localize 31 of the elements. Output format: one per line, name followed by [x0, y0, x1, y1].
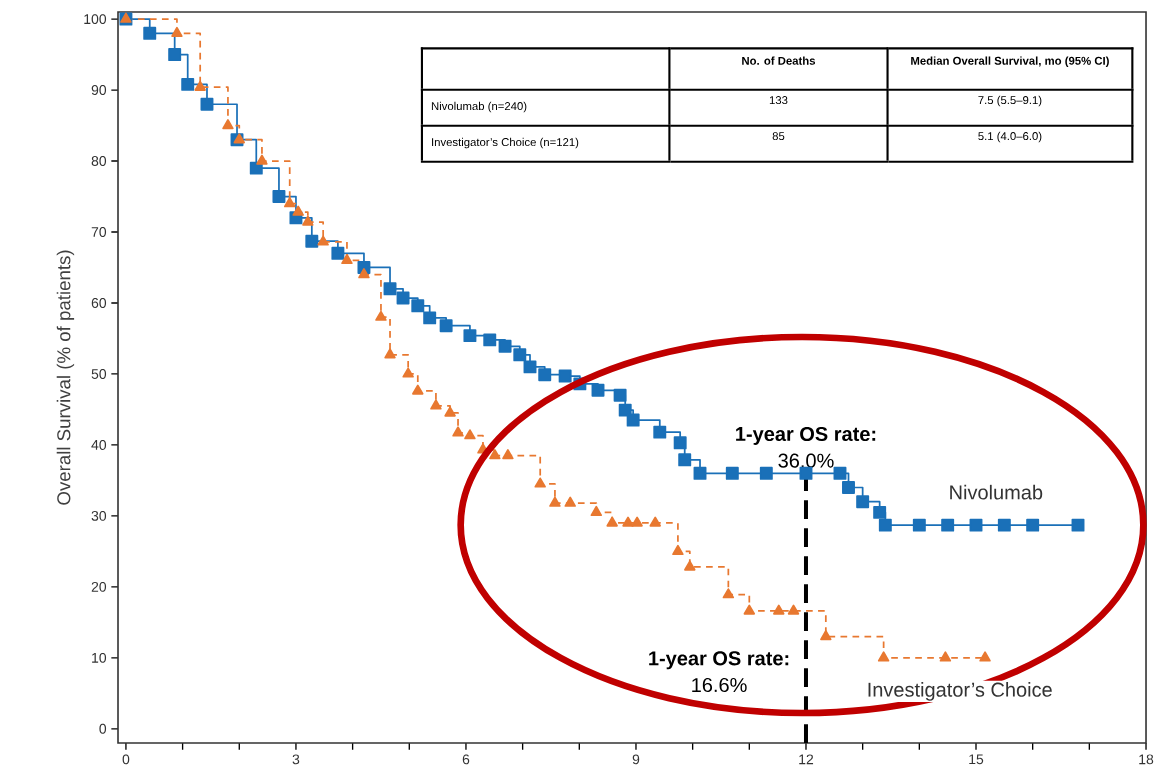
- annotation: 7.5 (5.5–9.1): [978, 95, 1042, 107]
- x-tick-label: 6: [462, 754, 470, 765]
- annotation: 1-year OS rate: 36.0%: [736, 426, 876, 468]
- annotation: Median Overall Survival, mo (95% CI): [911, 56, 1109, 68]
- y-tick-label: 30: [91, 510, 107, 521]
- x-tick-label: 15: [969, 754, 984, 765]
- y-tick-label: 10: [92, 652, 107, 663]
- annotation: 85: [772, 132, 785, 141]
- y-tick-label: 50: [91, 369, 107, 379]
- x-tick-label: 3: [292, 754, 300, 765]
- y-tick-label: 70: [91, 227, 107, 237]
- y-tick-label: 80: [91, 156, 107, 166]
- annotation: 1-year OS rate: 16.6%: [649, 651, 789, 693]
- y-tick-label: 0: [99, 723, 107, 734]
- annotation: Investigator’s Choice (n=121): [432, 137, 579, 149]
- y-tick-label: 60: [91, 298, 107, 308]
- x-tick-label: 0: [122, 754, 130, 765]
- annotation: No. of Deaths: [742, 56, 816, 65]
- y-tick-label: 40: [91, 439, 107, 450]
- y-tick-label: 90: [91, 85, 107, 96]
- series-label: Investigator’s Choice: [868, 682, 1052, 701]
- x-tick-label: 12: [799, 754, 814, 765]
- x-tick-label: 18: [1139, 754, 1154, 765]
- x-tick-label: 9: [632, 754, 640, 765]
- y-tick-label: 20: [91, 581, 107, 592]
- annotation: Nivolumab (n=240): [431, 101, 527, 113]
- annotation: 133: [769, 96, 788, 105]
- y-axis-title: Overall Survival (% of patients): [56, 250, 75, 505]
- series-label: Nivolumab: [950, 484, 1043, 500]
- y-tick-label: 100: [84, 14, 107, 25]
- annotation: 5.1 (4.0–6.0): [978, 131, 1042, 143]
